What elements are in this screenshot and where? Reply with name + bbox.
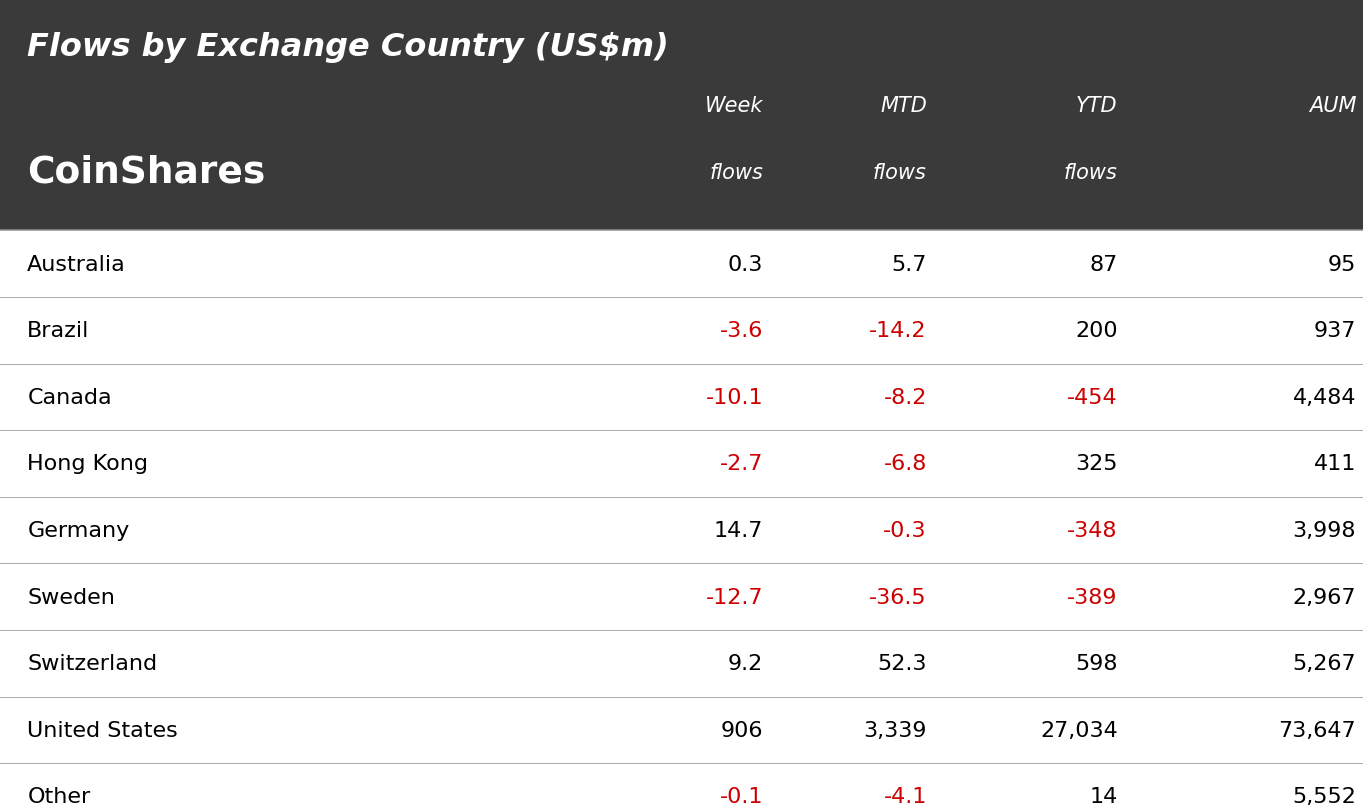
- Text: 411: 411: [1314, 454, 1356, 474]
- Text: Switzerland: Switzerland: [27, 654, 157, 673]
- Text: Flows by Exchange Country (US$m): Flows by Exchange Country (US$m): [27, 32, 669, 63]
- Text: YTD: YTD: [1075, 96, 1118, 115]
- Text: Other: Other: [27, 787, 90, 806]
- Bar: [0, 431, 1363, 497]
- Bar: [0, 298, 1363, 364]
- Text: -3.6: -3.6: [720, 321, 763, 341]
- Text: 14: 14: [1089, 787, 1118, 806]
- Text: -454: -454: [1067, 388, 1118, 407]
- Text: -10.1: -10.1: [706, 388, 763, 407]
- Text: -0.1: -0.1: [720, 787, 763, 806]
- Bar: [0, 697, 1363, 763]
- Bar: [0, 231, 1363, 298]
- Text: 5,552: 5,552: [1292, 787, 1356, 806]
- Bar: [0, 364, 1363, 431]
- Text: Hong Kong: Hong Kong: [27, 454, 149, 474]
- Text: 200: 200: [1075, 321, 1118, 341]
- Text: -14.2: -14.2: [870, 321, 927, 341]
- Bar: [0, 630, 1363, 697]
- Text: MTD: MTD: [880, 96, 927, 115]
- Text: 95: 95: [1328, 255, 1356, 274]
- Bar: [0, 0, 1363, 231]
- Text: United States: United States: [27, 720, 179, 740]
- Text: Australia: Australia: [27, 255, 125, 274]
- Text: 87: 87: [1089, 255, 1118, 274]
- Text: 52.3: 52.3: [878, 654, 927, 673]
- Text: 325: 325: [1075, 454, 1118, 474]
- Text: 3,339: 3,339: [863, 720, 927, 740]
- Text: Sweden: Sweden: [27, 587, 114, 607]
- Text: -8.2: -8.2: [883, 388, 927, 407]
- Text: AUM: AUM: [1308, 96, 1356, 115]
- Text: flows: flows: [872, 163, 927, 182]
- Text: flows: flows: [709, 163, 763, 182]
- Text: -348: -348: [1067, 521, 1118, 540]
- Text: -12.7: -12.7: [706, 587, 763, 607]
- Text: Germany: Germany: [27, 521, 129, 540]
- Text: Brazil: Brazil: [27, 321, 90, 341]
- Text: -2.7: -2.7: [720, 454, 763, 474]
- Text: -389: -389: [1067, 587, 1118, 607]
- Text: -0.3: -0.3: [883, 521, 927, 540]
- Text: flows: flows: [1063, 163, 1118, 182]
- Text: 73,647: 73,647: [1278, 720, 1356, 740]
- Text: -36.5: -36.5: [870, 587, 927, 607]
- Text: 5,267: 5,267: [1292, 654, 1356, 673]
- Text: 2,967: 2,967: [1292, 587, 1356, 607]
- Text: 937: 937: [1314, 321, 1356, 341]
- Text: 598: 598: [1075, 654, 1118, 673]
- Bar: [0, 763, 1363, 811]
- Text: 4,484: 4,484: [1292, 388, 1356, 407]
- Text: Canada: Canada: [27, 388, 112, 407]
- Text: Week: Week: [705, 96, 763, 115]
- Text: -4.1: -4.1: [883, 787, 927, 806]
- Text: 27,034: 27,034: [1040, 720, 1118, 740]
- Text: CoinShares: CoinShares: [27, 155, 266, 191]
- Text: 14.7: 14.7: [714, 521, 763, 540]
- Text: 906: 906: [721, 720, 763, 740]
- Text: 3,998: 3,998: [1292, 521, 1356, 540]
- Bar: [0, 564, 1363, 630]
- Text: -6.8: -6.8: [883, 454, 927, 474]
- Text: 5.7: 5.7: [891, 255, 927, 274]
- Bar: [0, 497, 1363, 564]
- Text: 0.3: 0.3: [728, 255, 763, 274]
- Text: 9.2: 9.2: [728, 654, 763, 673]
